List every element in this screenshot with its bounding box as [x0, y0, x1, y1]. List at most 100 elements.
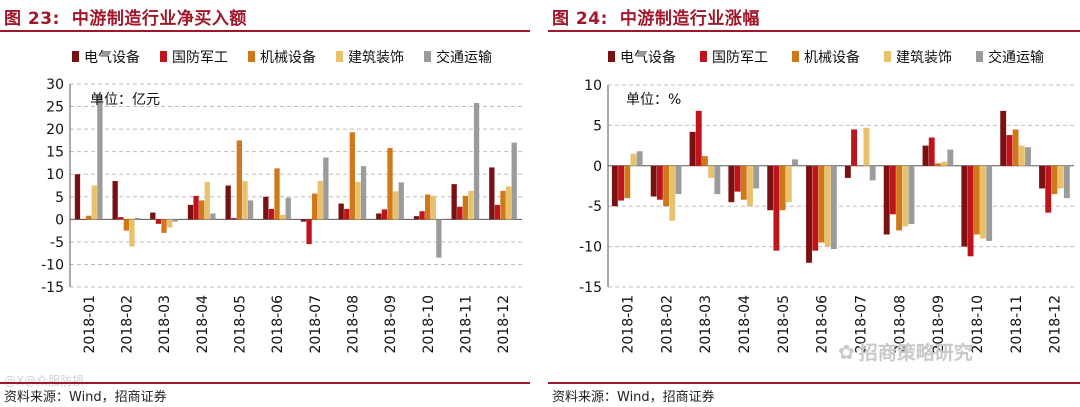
- bar: [323, 157, 329, 220]
- bar: [225, 185, 231, 220]
- bar: [728, 165, 735, 203]
- legend-label: 国防军工: [172, 50, 228, 66]
- legend-label: 交通运输: [988, 49, 1044, 66]
- bar: [436, 219, 442, 258]
- bar: [947, 149, 954, 166]
- title-divider: [0, 30, 530, 32]
- unit-label: 单位：亿元: [90, 92, 160, 108]
- legend-label: 电气设备: [620, 49, 676, 66]
- bar: [740, 165, 747, 200]
- bar: [279, 214, 286, 220]
- y-tick-label: 5: [593, 118, 602, 134]
- bar: [247, 200, 254, 220]
- figure-number: 图 23:: [4, 9, 60, 29]
- bar: [1063, 165, 1070, 199]
- bar: [242, 180, 248, 220]
- bar: [123, 219, 129, 231]
- bar: [376, 213, 382, 220]
- bar: [624, 165, 631, 199]
- bar: [902, 165, 909, 227]
- legend-swatch: [160, 51, 167, 62]
- bar: [457, 206, 463, 220]
- bar: [851, 129, 858, 166]
- bar: [312, 193, 318, 220]
- bar: [967, 165, 974, 257]
- x-tick-label: 2018-02: [120, 295, 136, 354]
- legend-swatch: [72, 51, 79, 62]
- bar: [263, 196, 269, 220]
- wechat-icon: ✿: [838, 340, 855, 364]
- x-tick-label: 2018-08: [346, 295, 362, 354]
- bar: [1000, 110, 1007, 166]
- bar: [753, 165, 760, 189]
- bar: [669, 165, 676, 221]
- legend-label: 国防军工: [712, 50, 768, 66]
- bar: [773, 165, 780, 251]
- bar: [889, 165, 896, 215]
- figure-title-text: 中游制造行业涨幅: [619, 9, 760, 29]
- source-note: 资料来源：Wind，招商证券: [552, 390, 715, 405]
- bar: [425, 194, 431, 220]
- bar: [980, 165, 986, 239]
- bar: [473, 102, 480, 220]
- bar: [193, 195, 199, 220]
- bar: [908, 165, 915, 224]
- bar: [306, 219, 312, 245]
- bar: [204, 181, 210, 220]
- bar: [231, 217, 237, 220]
- x-tick-label: 2018-12: [1048, 295, 1064, 354]
- legend-label: 电气设备: [84, 49, 140, 66]
- bar: [489, 167, 495, 220]
- net-buy-chart: 30 25 20 15 10 5 0 -5 -10 -15 2018-01 2018-02 2018-0…: [41, 49, 522, 354]
- y-tick-label: -15: [579, 280, 602, 296]
- bar: [392, 191, 399, 220]
- bar: [830, 165, 837, 250]
- y-tick-label: 5: [55, 190, 64, 206]
- x-tick-label: 2018-05: [776, 295, 792, 354]
- bar: [236, 140, 242, 220]
- bar: [1006, 135, 1013, 166]
- bar: [883, 165, 890, 235]
- bar: [199, 200, 205, 220]
- bar: [611, 165, 618, 207]
- bar: [663, 165, 670, 207]
- bar: [317, 180, 323, 220]
- bar: [285, 197, 291, 220]
- bar: [161, 219, 167, 233]
- x-tick-label: 2018-01: [620, 295, 636, 354]
- bar: [118, 217, 124, 220]
- y-tick-label: 0: [55, 212, 64, 228]
- corner-watermark: @X@众服防损: [4, 374, 85, 388]
- return-chart: 10 5 0 -5 -10 -15 2018-01 2018-02 2018-03 2018-04…: [579, 49, 1074, 354]
- y-tick-label: -15: [41, 280, 64, 296]
- bar: [701, 156, 708, 166]
- bar: [869, 165, 876, 181]
- x-tick-label: 2018-03: [157, 295, 173, 354]
- bar: [468, 190, 474, 220]
- bar: [172, 219, 178, 222]
- bar: [1051, 165, 1058, 195]
- bar: [129, 219, 135, 247]
- bar: [844, 165, 851, 178]
- x-tick-label: 2018-12: [496, 295, 512, 354]
- bar: [387, 148, 393, 220]
- bar: [381, 209, 388, 220]
- bar: [792, 159, 798, 166]
- bar: [150, 212, 156, 220]
- bar: [785, 165, 792, 203]
- bar: [714, 165, 721, 195]
- y-tick-label: 25: [46, 100, 64, 116]
- x-tick-label: 2018-11: [1009, 295, 1025, 354]
- y-tick-label: 0: [593, 159, 602, 175]
- bar: [1025, 147, 1031, 166]
- bar: [494, 204, 501, 220]
- x-tick-label: 2018-05: [233, 295, 249, 354]
- x-tick-label: 2018-04: [737, 295, 753, 354]
- x-tick-label: 2018-06: [815, 295, 831, 354]
- legend-label: 建筑装饰: [896, 50, 952, 66]
- unit-label: 单位：%: [626, 92, 681, 108]
- x-tick-label: 2018-07: [853, 295, 869, 354]
- x-tick-label: 2018-08: [892, 295, 908, 354]
- legend-label: 建筑装饰: [348, 50, 404, 66]
- x-tick-label: 2018-10: [421, 295, 437, 354]
